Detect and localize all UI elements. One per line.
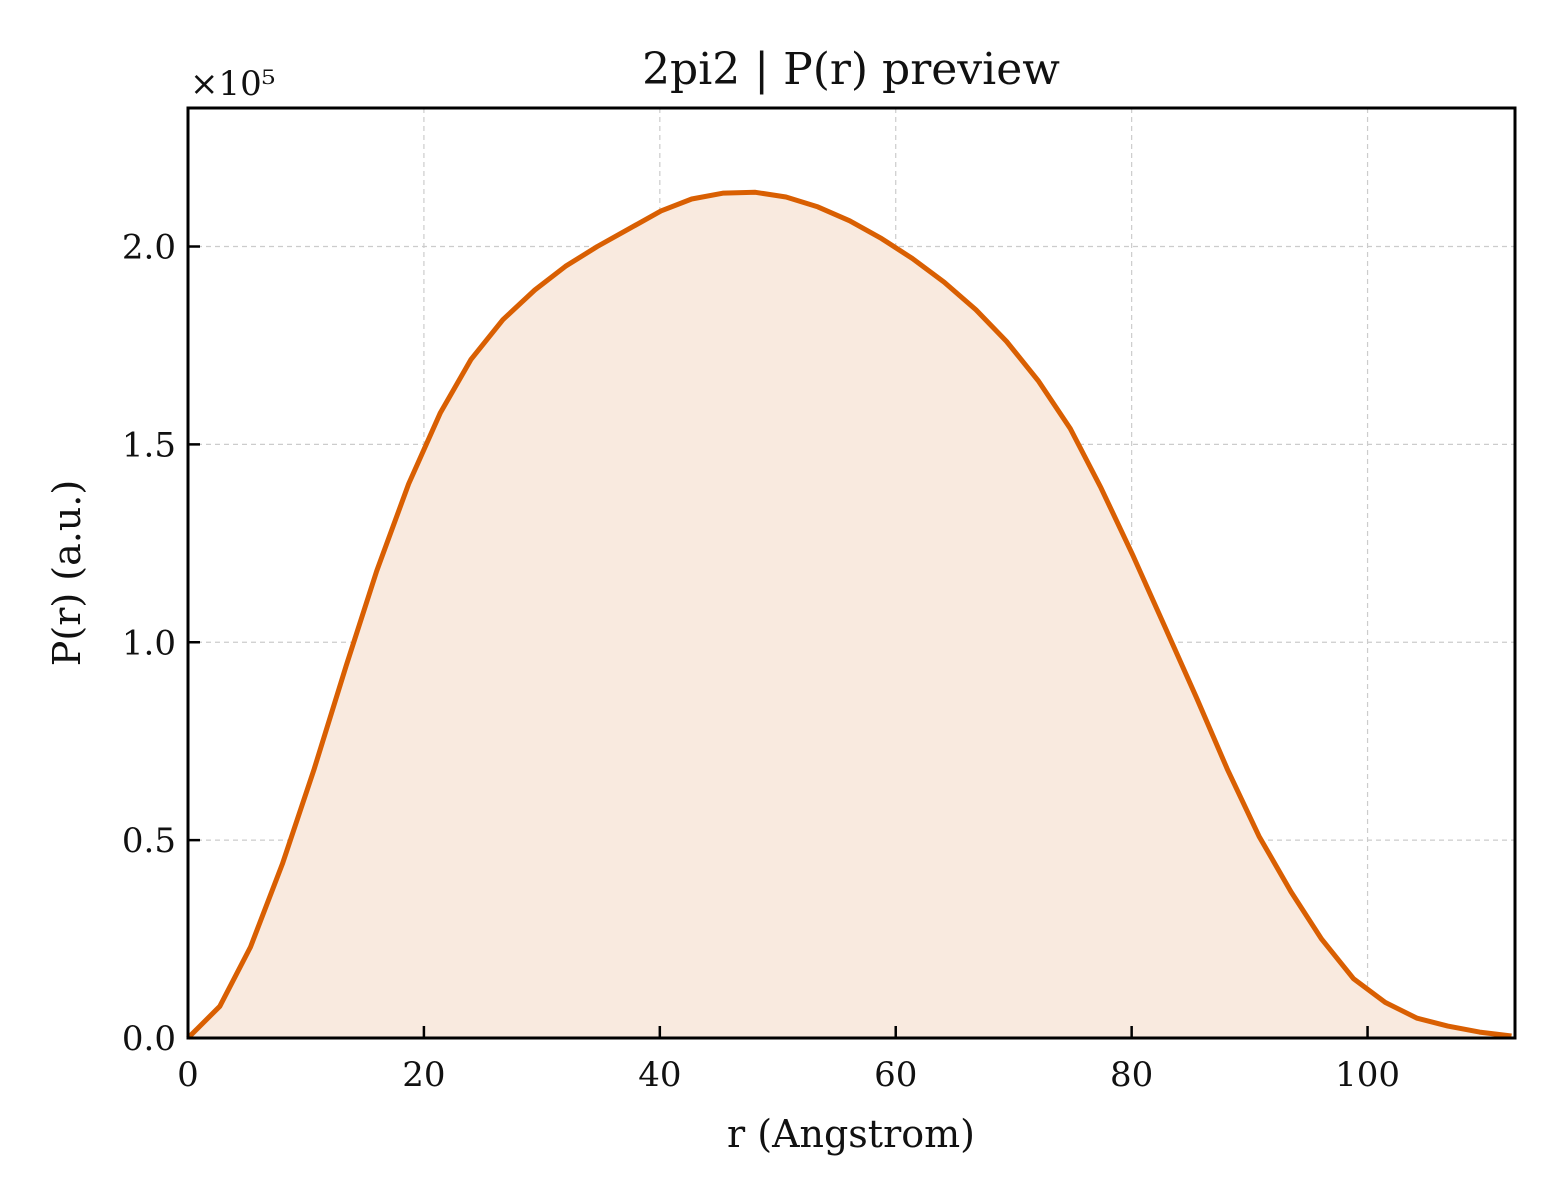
x-tick-label-4: 80 bbox=[1110, 1055, 1153, 1095]
x-tick-label-1: 20 bbox=[402, 1055, 445, 1095]
y-axis-ticks: 0.0 0.5 1.0 1.5 2.0 bbox=[122, 228, 200, 1059]
y-tick-label-3: 1.5 bbox=[122, 425, 176, 465]
x-tick-label-2: 40 bbox=[638, 1055, 681, 1095]
x-tick-label-5: 100 bbox=[1335, 1055, 1400, 1095]
plot-frame bbox=[186, 106, 1517, 1040]
y-tick-label-0: 0.0 bbox=[122, 1019, 176, 1059]
y-axis-label: P(r) (a.u.) bbox=[45, 480, 89, 666]
chart-title: 2pi2 | P(r) preview bbox=[642, 44, 1060, 95]
x-tick-label-0: 0 bbox=[177, 1055, 199, 1095]
y-tick-label-1: 0.5 bbox=[122, 821, 176, 861]
series-line bbox=[186, 189, 1512, 1040]
x-axis-label: r (Angstrom) bbox=[727, 1112, 975, 1156]
area-fill bbox=[188, 192, 1512, 1039]
x-tick-label-3: 60 bbox=[874, 1055, 917, 1095]
y-tick-label-2: 1.0 bbox=[122, 623, 176, 663]
x-axis-ticks: 0 20 40 60 80 100 bbox=[177, 1026, 1400, 1095]
y-tick-label-4: 2.0 bbox=[122, 228, 176, 268]
y-multiplier-label: ×10⁵ bbox=[190, 64, 275, 104]
